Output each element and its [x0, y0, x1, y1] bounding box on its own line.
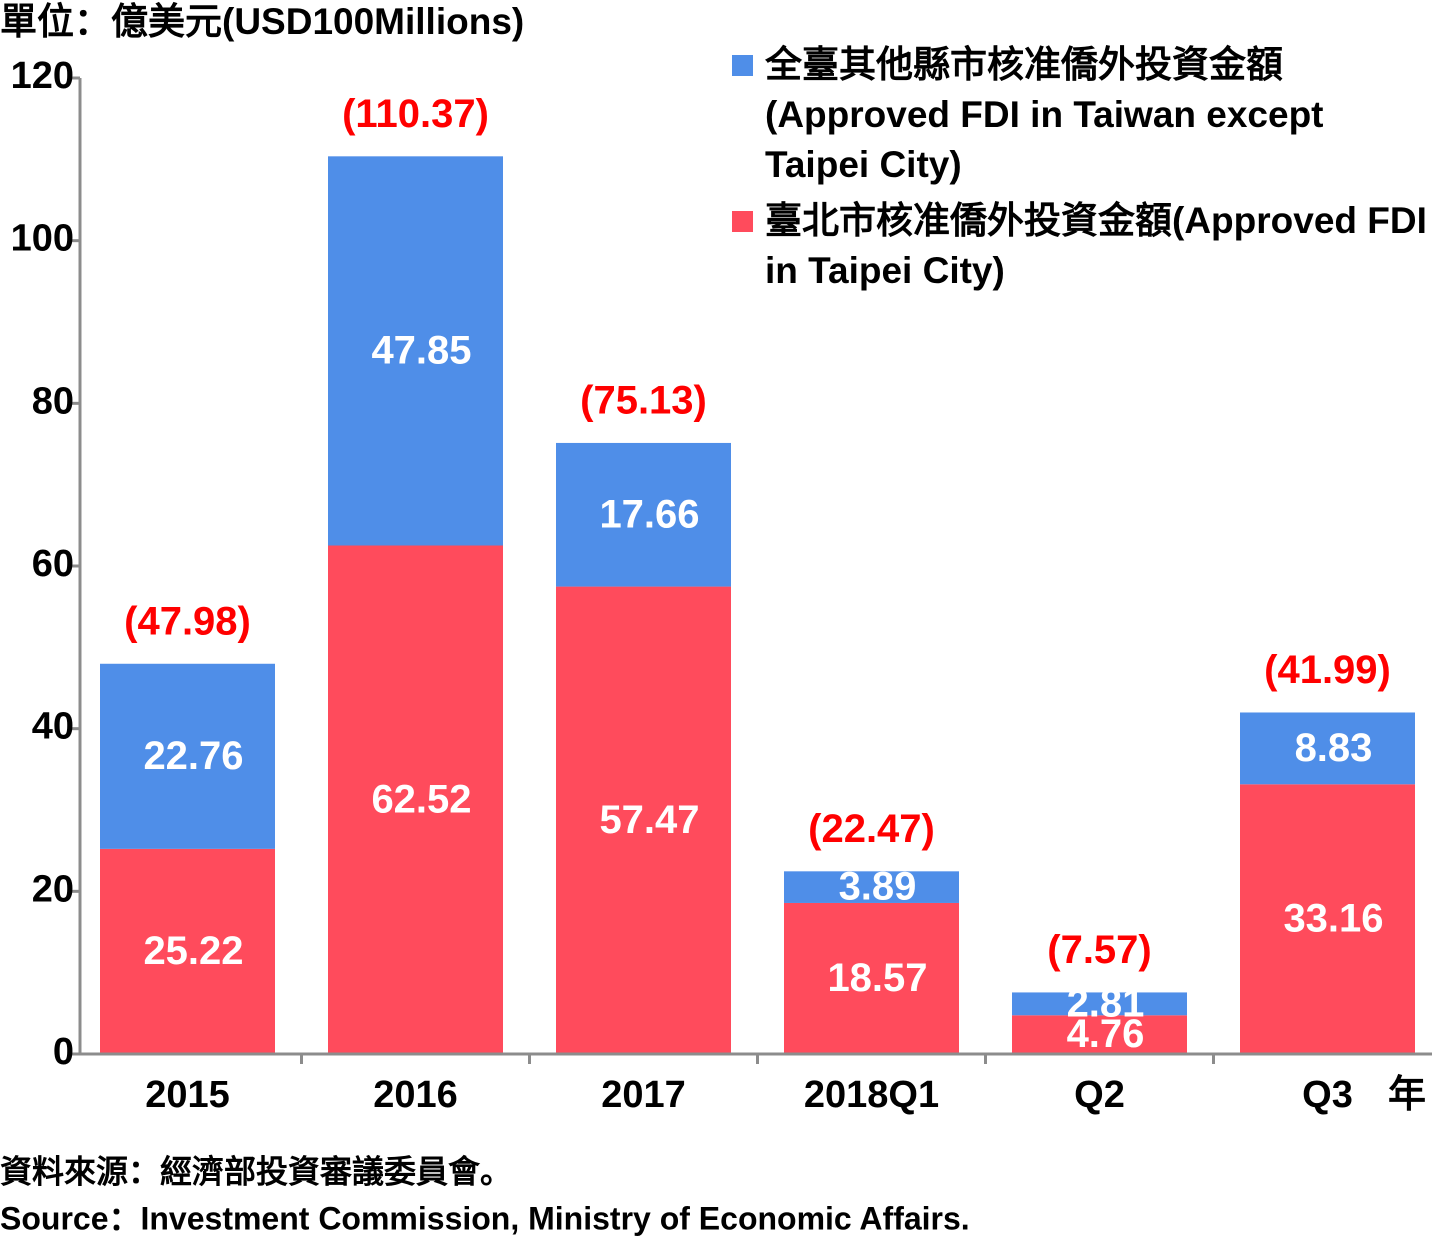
bar-segment: [784, 902, 959, 1054]
y-tick-label: 100: [11, 218, 74, 260]
bar-segment: [784, 871, 959, 903]
bar-segment: [100, 663, 275, 849]
x-tick-label: 2017: [601, 1074, 686, 1116]
value-label: 62.52: [371, 777, 471, 821]
value-label: 33.16: [1283, 897, 1383, 941]
y-tick-label: 20: [32, 868, 74, 910]
value-label: 2.81: [1067, 981, 1145, 1025]
x-axis-label: 年: [1388, 1074, 1426, 1116]
x-tick-label: 2015: [145, 1074, 230, 1116]
bar-segment: [100, 848, 275, 1054]
bar-segment: [328, 156, 503, 546]
total-label: (47.98): [124, 599, 251, 643]
legend-swatch: [732, 211, 753, 232]
value-label: 47.85: [371, 328, 471, 372]
legend-label: 臺北市核准僑外投資金額(Approved FDI in Taipei City): [765, 200, 1427, 291]
bar-segment: [556, 442, 731, 587]
bar-segment: [328, 545, 503, 1054]
value-label: 25.22: [143, 929, 243, 973]
legend-swatch: [732, 55, 753, 76]
bar-segment: [1240, 712, 1415, 785]
x-tick-label: Q3: [1302, 1074, 1353, 1116]
total-label: (22.47): [808, 807, 935, 851]
bar-segment: [556, 586, 731, 1054]
total-label: (41.99): [1264, 648, 1391, 692]
legend: 全臺其他縣市核准僑外投資金額(Approved FDI in Taiwan ex…: [732, 40, 1432, 296]
legend-item: 全臺其他縣市核准僑外投資金額(Approved FDI in Taiwan ex…: [732, 40, 1432, 190]
bar-segment: [1012, 1015, 1187, 1054]
bar-segment: [1240, 784, 1415, 1054]
total-label: (7.57): [1047, 928, 1152, 972]
y-tick-label: 80: [32, 380, 74, 422]
value-label: 22.76: [143, 734, 243, 778]
value-label: 8.83: [1295, 726, 1373, 770]
total-label: (75.13): [580, 379, 707, 423]
source-line: 資料來源：經濟部投資審議委員會。: [0, 1153, 512, 1189]
total-label: (110.37): [342, 92, 489, 136]
y-axis-label: 單位：億美元(USD100Millions): [0, 1, 524, 42]
x-tick-label: Q2: [1074, 1074, 1125, 1116]
y-tick-label: 60: [32, 543, 74, 585]
y-tick-label: 0: [53, 1031, 74, 1073]
y-tick-label: 120: [11, 55, 74, 97]
x-tick-label: 2018Q1: [804, 1074, 939, 1116]
value-label: 18.57: [827, 956, 927, 1000]
source-line: Source：Investment Commission, Ministry o…: [0, 1200, 970, 1236]
value-label: 3.89: [839, 865, 917, 909]
x-tick-label: 2016: [373, 1074, 458, 1116]
legend-item: 臺北市核准僑外投資金額(Approved FDI in Taipei City): [732, 196, 1432, 296]
bar-segment: [1012, 992, 1187, 1016]
value-label: 17.66: [599, 492, 699, 536]
y-tick-label: 40: [32, 706, 74, 748]
legend-label: 全臺其他縣市核准僑外投資金額(Approved FDI in Taiwan ex…: [765, 44, 1324, 185]
value-label: 4.76: [1067, 1012, 1145, 1056]
value-label: 57.47: [599, 798, 699, 842]
